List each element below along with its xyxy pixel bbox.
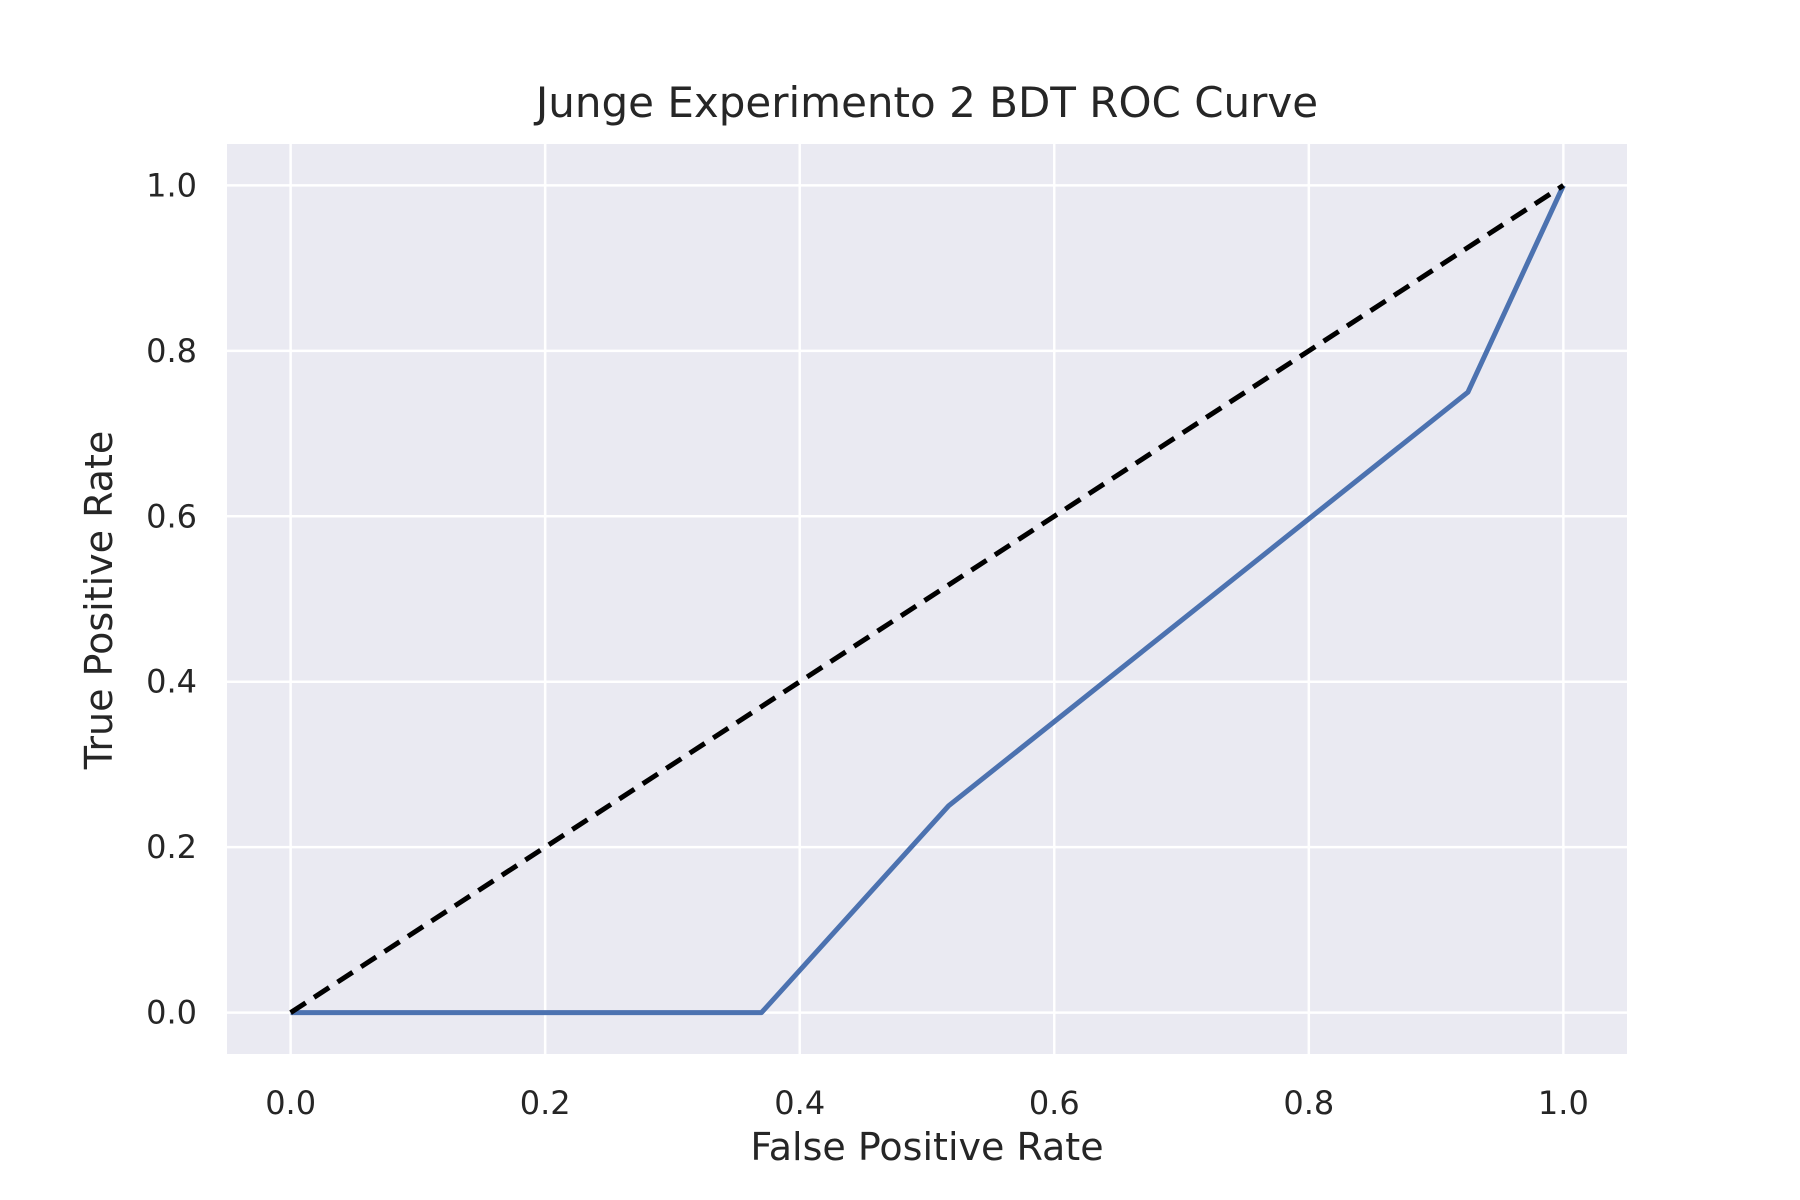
y-axis-title: True Positive Rate <box>77 431 121 771</box>
x-tick-label: 0.0 <box>265 1084 316 1122</box>
x-tick-label: 1.0 <box>1538 1084 1589 1122</box>
x-tick-label: 0.8 <box>1283 1084 1334 1122</box>
y-tick-label: 0.2 <box>146 828 197 866</box>
y-tick-label: 1.0 <box>146 166 197 204</box>
y-tick-label: 0.8 <box>146 332 197 370</box>
x-tick-label: 0.4 <box>774 1084 825 1122</box>
grid-lines <box>227 144 1627 1054</box>
roc-curve-line <box>290 184 1566 1016</box>
x-axis-ticks: 0.0 0.2 0.4 0.6 0.8 1.0 <box>265 1084 1589 1122</box>
x-axis-title: False Positive Rate <box>750 1125 1103 1169</box>
y-tick-label: 0.0 <box>146 994 197 1032</box>
y-tick-label: 0.4 <box>146 663 197 701</box>
y-axis-ticks: 0.0 0.2 0.4 0.6 0.8 1.0 <box>146 166 197 1031</box>
x-tick-label: 0.2 <box>520 1084 571 1122</box>
series-lines <box>289 183 1566 1016</box>
y-tick-label: 0.6 <box>146 497 197 535</box>
chance-diagonal-line <box>289 183 1565 1015</box>
x-tick-label: 0.6 <box>1029 1084 1080 1122</box>
chart-title: Junge Experimento 2 BDT ROC Curve <box>533 78 1318 127</box>
